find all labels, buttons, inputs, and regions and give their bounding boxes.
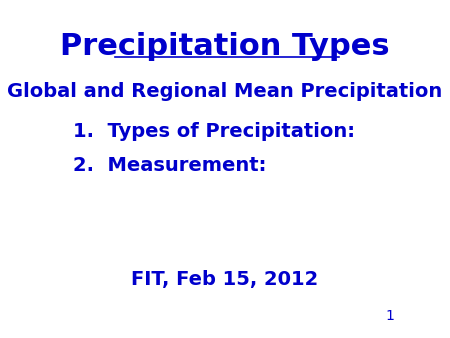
Text: FIT, Feb 15, 2012: FIT, Feb 15, 2012 — [131, 270, 319, 289]
Text: 2.  Measurement:: 2. Measurement: — [73, 155, 267, 175]
Text: 1.  Types of Precipitation:: 1. Types of Precipitation: — [73, 122, 356, 141]
Text: Precipitation Types: Precipitation Types — [60, 31, 390, 61]
Text: Global and Regional Mean Precipitation: Global and Regional Mean Precipitation — [7, 82, 443, 101]
Text: 1: 1 — [386, 309, 395, 323]
